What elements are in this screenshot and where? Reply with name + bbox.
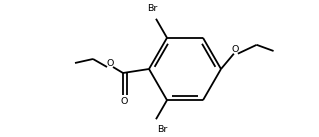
Text: Br: Br xyxy=(147,4,157,13)
Text: O: O xyxy=(106,58,114,68)
Text: Br: Br xyxy=(157,125,167,134)
Text: O: O xyxy=(121,98,128,106)
Text: O: O xyxy=(231,45,239,54)
